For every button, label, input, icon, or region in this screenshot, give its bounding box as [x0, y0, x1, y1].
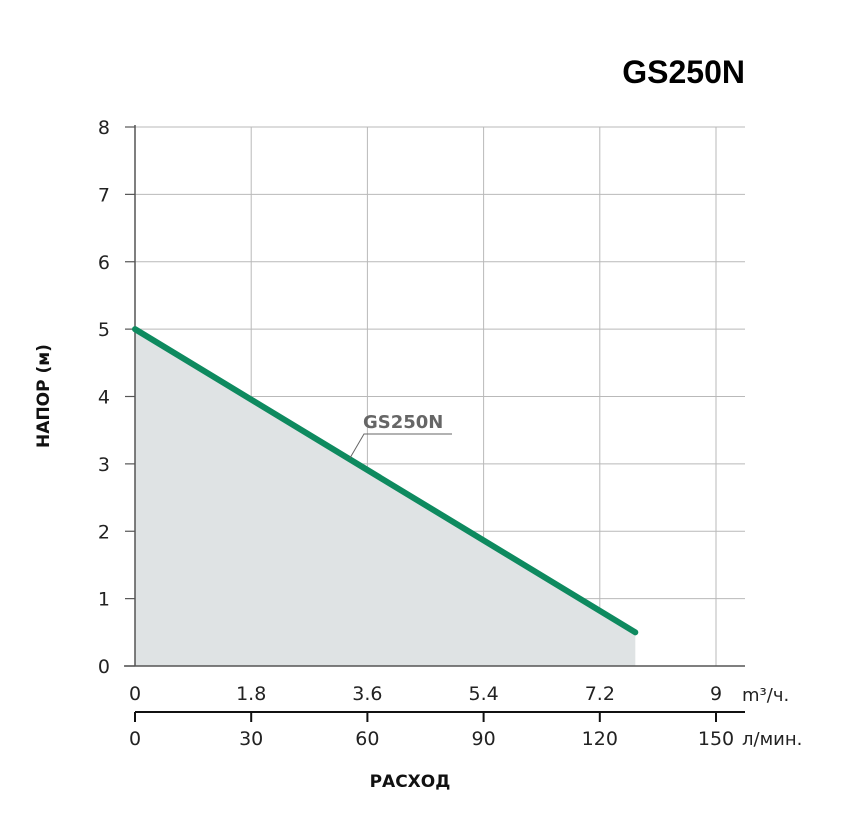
x-tick-labels-lmin: 0 30 60 90 120 150: [129, 712, 734, 750]
y-tick-labels: 0 1 2 3 4 5 6 7 8: [98, 117, 135, 678]
x-tick-label-lmin: 120: [582, 728, 618, 750]
x-tick-label-lmin: 150: [698, 728, 734, 750]
y-tick-label: 0: [98, 656, 110, 678]
x-tick-label-m3h: 1.8: [236, 683, 266, 705]
y-tick-label: 8: [98, 117, 110, 139]
y-axis-label: НАПОР (м): [34, 344, 54, 448]
x-unit-m3h: m³/ч.: [742, 685, 789, 706]
y-tick-label: 6: [98, 252, 110, 274]
x-tick-label-m3h: 0: [129, 683, 141, 705]
x-tick-label-m3h: 9: [710, 683, 722, 705]
y-tick-label: 1: [98, 589, 110, 611]
series-label-gs250n: GS250N: [363, 412, 443, 433]
x-tick-label-lmin: 0: [129, 728, 141, 750]
y-tick-label: 3: [98, 454, 110, 476]
y-tick-label: 4: [98, 387, 110, 409]
x-tick-label-lmin: 90: [472, 728, 496, 750]
x-tick-label-m3h: 3.6: [352, 683, 382, 705]
x-axis-label: РАСХОД: [370, 772, 451, 792]
y-tick-label: 7: [98, 184, 110, 206]
x-tick-labels-m3h: 0 1.8 3.6 5.4 7.2 9: [129, 683, 722, 705]
chart-title: GS250N: [622, 54, 745, 90]
x-tick-label-lmin: 60: [355, 728, 379, 750]
x-tick-label-m3h: 7.2: [585, 683, 615, 705]
x-tick-label-lmin: 30: [239, 728, 263, 750]
y-tick-label: 5: [98, 319, 110, 341]
series-label-leader: [349, 433, 452, 459]
series-line-gs250n: [132, 326, 639, 636]
x-unit-lmin: л/мин.: [742, 729, 802, 750]
area-under-curve: [135, 329, 636, 666]
axes: [124, 125, 745, 713]
y-tick-label: 2: [98, 521, 110, 543]
x-tick-label-m3h: 5.4: [468, 683, 498, 705]
